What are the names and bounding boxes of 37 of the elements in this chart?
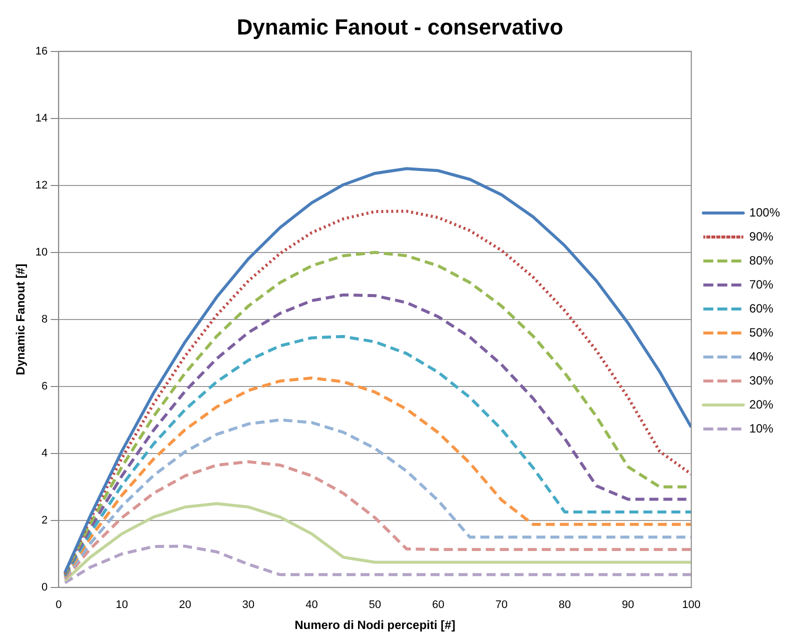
legend-label: 40% <box>749 349 774 364</box>
x-tick-label: 50 <box>368 599 382 612</box>
legend-label: 90% <box>749 229 774 244</box>
y-tick-label: 6 <box>42 380 48 392</box>
chart-title: Dynamic Fanout - conservativo <box>236 14 564 40</box>
y-tick-label: 12 <box>35 179 48 192</box>
y-tick-label: 14 <box>35 112 48 124</box>
legend-label: 70% <box>749 277 774 292</box>
legend-label: 50% <box>749 325 774 340</box>
legend-label: 100% <box>749 205 780 220</box>
legend-label: 80% <box>749 253 774 268</box>
x-tick-label: 10 <box>116 599 128 612</box>
y-axis-title: Dynamic Fanout [#] <box>14 264 28 376</box>
x-tick-label: 90 <box>622 599 634 612</box>
y-tick-label: 4 <box>42 447 48 460</box>
legend-label: 20% <box>749 397 774 412</box>
x-tick-label: 60 <box>432 599 444 612</box>
legend-label: 30% <box>749 373 774 388</box>
y-tick-label: 10 <box>35 246 48 258</box>
y-tick-label: 2 <box>42 514 48 526</box>
x-tick-label: 20 <box>179 599 192 612</box>
line-series <box>63 544 692 584</box>
legend-label: 10% <box>749 421 774 436</box>
line-series <box>63 376 692 579</box>
y-tick-label: 0 <box>42 581 48 594</box>
line-series <box>63 418 692 580</box>
x-tick-label: 0 <box>56 599 62 612</box>
line-series <box>63 460 692 581</box>
x-axis-title: Numero di Nodi percepiti [#] <box>294 618 456 632</box>
y-tick-label: 8 <box>42 313 48 326</box>
x-tick-label: 40 <box>306 599 318 612</box>
legend-label: 60% <box>749 301 774 316</box>
x-tick-label: 30 <box>242 599 255 612</box>
y-tick-label: 16 <box>35 45 48 58</box>
x-tick-label: 100 <box>682 599 700 612</box>
x-tick-label: 80 <box>558 599 571 612</box>
x-tick-label: 70 <box>495 599 508 612</box>
